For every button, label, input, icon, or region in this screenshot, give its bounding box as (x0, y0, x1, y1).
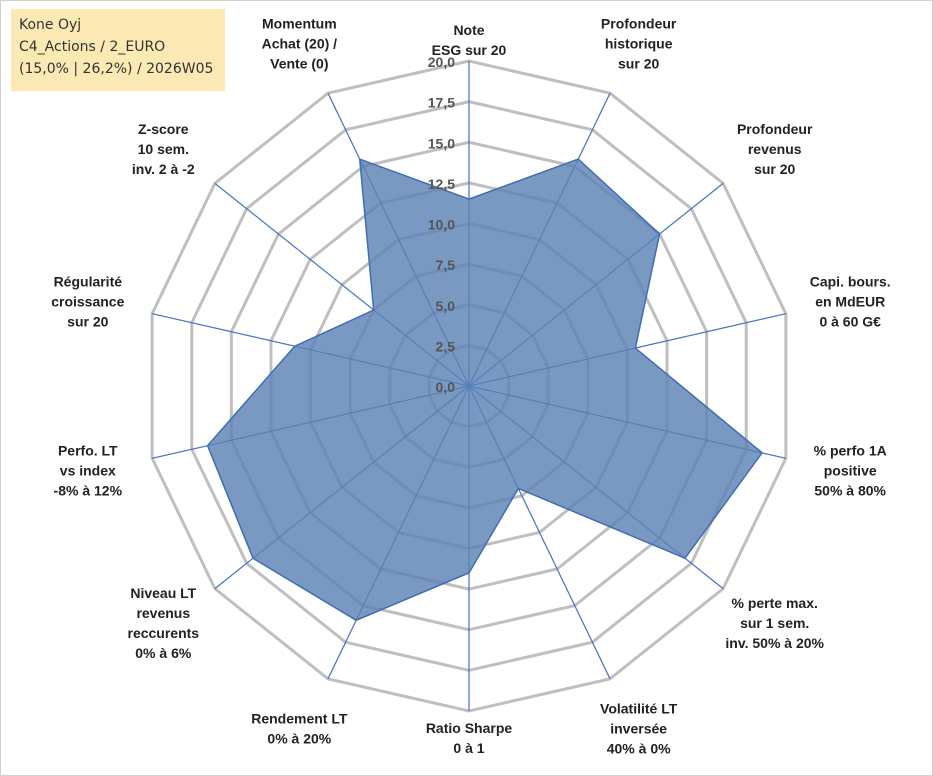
axis-label-line: revenus (748, 141, 802, 157)
axis-label: Perfo. LT vs index -8% à 12% (54, 443, 123, 499)
axis-label: Niveau LT revenus reccurents 0% à 6% (128, 585, 200, 661)
axis-label-line: inv. 50% à 20% (725, 635, 824, 651)
axis-label: Régularité croissance sur 20 (51, 273, 124, 329)
axis-label-line: reccurents (128, 625, 200, 641)
axis-label-line: revenus (136, 605, 190, 621)
tick-label: 12,5 (428, 176, 455, 192)
radar-series (206, 157, 764, 622)
info-box: Kone Oyj C4_Actions / 2_EURO (15,0% | 26… (11, 9, 225, 91)
axis-label-line: % perfo 1A (814, 443, 887, 459)
tick-label: 20,0 (428, 54, 455, 70)
series-area (206, 157, 764, 622)
tick-label: 15,0 (428, 135, 455, 151)
axis-label-line: Régularité (54, 273, 123, 289)
tick-label: 10,0 (428, 217, 455, 233)
axis-label: Note ESG sur 20 (432, 22, 507, 58)
axis-label-line: 0 à 1 (453, 740, 484, 756)
axis-label-line: % perte max. (732, 595, 818, 611)
axis-label-line: historique (605, 36, 673, 52)
axis-label: % perfo 1A positive 50% à 80% (814, 443, 887, 499)
axis-label-line: Rendement LT (251, 710, 348, 726)
axis-label: % perte max. sur 1 sem. inv. 50% à 20% (725, 595, 824, 651)
axis-label: Ratio Sharpe 0 à 1 (426, 720, 513, 756)
radar-axis-labels: Note ESG sur 20 Profondeur historique sur 20… (51, 16, 890, 757)
axis-label-line: 0% à 6% (135, 645, 192, 661)
axis-label: Capi. bours. en MdEUR 0 à 60 G€ (810, 273, 891, 329)
axis-label-line: Volatilité LT (600, 700, 678, 716)
tick-label: 5,0 (436, 298, 456, 314)
axis-label-line: 0% à 20% (267, 730, 331, 746)
axis-label-line: Z-score (138, 121, 189, 137)
axis-label-line: 10 sem. (138, 141, 189, 157)
axis-label: Z-score 10 sem. inv. 2 à -2 (132, 121, 195, 177)
axis-label: Momentum Achat (20) / Vente (0) (262, 16, 338, 72)
axis-label: Rendement LT 0% à 20% (251, 710, 348, 746)
tick-label: 17,5 (428, 95, 455, 111)
axis-label-line: inversée (610, 720, 667, 736)
axis-label-line: 0 à 60 G€ (819, 313, 881, 329)
axis-label-line: -8% à 12% (54, 483, 123, 499)
axis-label-line: Perfo. LT (58, 443, 118, 459)
axis-label-line: ESG sur 20 (432, 42, 507, 58)
axis-label-line: Capi. bours. (810, 273, 891, 289)
axis-label-line: Profondeur (737, 121, 813, 137)
axis-label-line: vs index (60, 463, 116, 479)
axis-label-line: positive (824, 463, 877, 479)
axis-label-line: sur 20 (67, 313, 108, 329)
axis-label-line: 50% à 80% (814, 483, 886, 499)
info-category: C4_Actions / 2_EURO (19, 39, 166, 55)
info-stats: (15,0% | 26,2%) / 2026W05 (19, 61, 214, 77)
axis-label: Profondeur revenus sur 20 (737, 121, 813, 177)
radar-tick-labels: 0,0 2,5 5,0 7,5 10,0 12,5 15,0 17,5 20,0 (428, 54, 455, 395)
axis-label-line: Vente (0) (270, 56, 328, 72)
axis-label: Profondeur historique sur 20 (601, 16, 677, 72)
axis-label-line: en MdEUR (815, 293, 885, 309)
axis-label-line: Momentum (262, 16, 337, 32)
axis-label-line: Niveau LT (130, 585, 196, 601)
tick-label: 0,0 (436, 379, 456, 395)
axis-label-line: Profondeur (601, 16, 677, 32)
axis-label-line: Note (453, 22, 484, 38)
axis-label-line: Achat (20) / (262, 36, 338, 52)
axis-label-line: sur 20 (754, 161, 795, 177)
axis-label-line: sur 1 sem. (740, 615, 809, 631)
info-company: Kone Oyj (19, 17, 82, 33)
axis-label-line: 40% à 0% (607, 740, 671, 756)
axis-label-line: Ratio Sharpe (426, 720, 513, 736)
axis-label-line: sur 20 (618, 56, 659, 72)
tick-label: 7,5 (436, 257, 456, 273)
axis-label-line: inv. 2 à -2 (132, 161, 195, 177)
axis-label-line: croissance (51, 293, 124, 309)
axis-label: Volatilité LT inversée 40% à 0% (600, 700, 678, 756)
tick-label: 2,5 (436, 338, 456, 354)
